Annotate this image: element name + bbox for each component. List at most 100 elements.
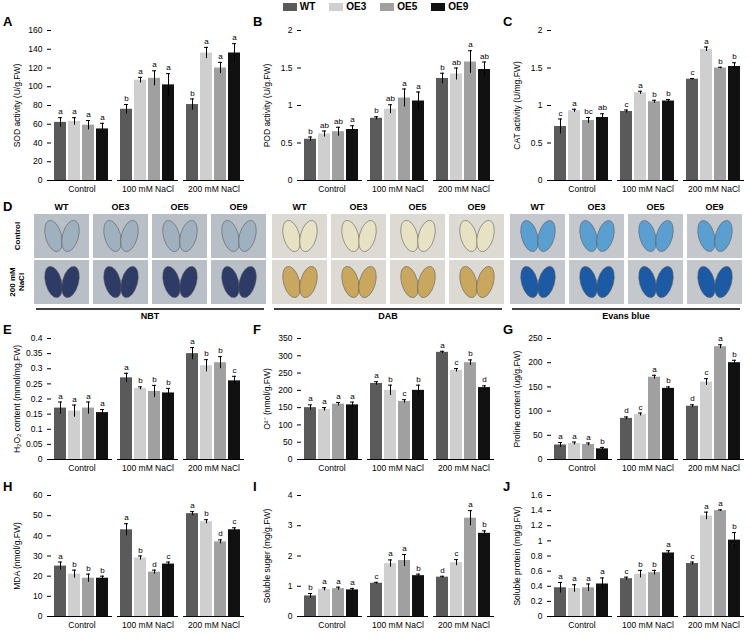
svg-text:200 mM NaCl: 200 mM NaCl — [188, 184, 240, 194]
svg-text:0: 0 — [538, 175, 543, 185]
svg-text:Control: Control — [318, 184, 346, 194]
svg-text:10: 10 — [33, 591, 43, 601]
svg-text:Control: Control — [318, 620, 346, 630]
svg-text:a: a — [558, 432, 563, 441]
svg-text:a: a — [350, 392, 355, 401]
svg-text:OE9: OE9 — [229, 202, 247, 212]
svg-text:0.3: 0.3 — [31, 363, 43, 373]
svg-text:WT: WT — [55, 202, 69, 212]
svg-text:0: 0 — [538, 454, 543, 464]
svg-text:b: b — [204, 349, 209, 358]
svg-text:a: a — [388, 549, 393, 558]
svg-text:MDA (nmol/g.FW): MDA (nmol/g.FW) — [12, 522, 22, 590]
svg-text:1: 1 — [538, 536, 543, 546]
svg-text:OE5: OE5 — [408, 202, 426, 212]
svg-text:a: a — [666, 540, 671, 549]
svg-text:H₂O₂ content (mmol/mg.FW): H₂O₂ content (mmol/mg.FW) — [12, 345, 22, 453]
svg-text:0: 0 — [38, 454, 43, 464]
svg-text:b: b — [308, 583, 313, 592]
svg-text:NBT: NBT — [141, 311, 160, 321]
svg-text:1.5: 1.5 — [531, 63, 543, 73]
svg-text:d: d — [440, 566, 444, 575]
svg-text:a: a — [100, 113, 105, 122]
svg-text:ab: ab — [480, 52, 489, 61]
svg-text:b: b — [666, 89, 671, 98]
svg-text:0.4: 0.4 — [531, 581, 543, 591]
svg-text:OE5: OE5 — [646, 202, 664, 212]
svg-text:b: b — [72, 560, 77, 569]
svg-text:b: b — [190, 88, 195, 97]
svg-text:a: a — [468, 40, 473, 49]
svg-text:a: a — [308, 394, 313, 403]
svg-text:1.4: 1.4 — [531, 505, 543, 515]
svg-text:0.15: 0.15 — [26, 409, 43, 419]
svg-text:0: 0 — [38, 175, 43, 185]
svg-text:OE3: OE3 — [111, 202, 129, 212]
svg-text:3: 3 — [288, 520, 293, 530]
svg-text:150: 150 — [278, 402, 292, 412]
svg-text:100 mM NaCl: 100 mM NaCl — [622, 184, 674, 194]
svg-text:b: b — [468, 349, 473, 358]
svg-text:c: c — [403, 389, 407, 398]
svg-text:a: a — [638, 81, 643, 90]
svg-text:a: a — [416, 82, 421, 91]
svg-text:WT: WT — [293, 202, 307, 212]
svg-text:b: b — [440, 63, 445, 72]
svg-text:c: c — [559, 109, 563, 118]
svg-text:1.2: 1.2 — [531, 520, 543, 530]
svg-text:b: b — [732, 52, 737, 61]
svg-text:OE3: OE3 — [587, 202, 605, 212]
svg-text:0.4: 0.4 — [31, 333, 43, 343]
svg-text:200 mM NaCl: 200 mM NaCl — [438, 620, 490, 630]
svg-text:b: b — [388, 375, 393, 384]
svg-text:O²⁻ (nmol/g.FW): O²⁻ (nmol/g.FW) — [262, 368, 272, 430]
svg-text:50: 50 — [283, 437, 293, 447]
svg-text:0: 0 — [38, 611, 43, 621]
svg-text:POD activity (U/g.FW): POD activity (U/g.FW) — [262, 64, 272, 148]
svg-text:a: a — [586, 574, 591, 583]
svg-text:20: 20 — [33, 571, 43, 581]
svg-text:c: c — [625, 100, 629, 109]
svg-text:0.1: 0.1 — [31, 424, 43, 434]
svg-text:c: c — [691, 68, 695, 77]
svg-text:b: b — [166, 378, 171, 387]
svg-text:b: b — [138, 546, 143, 555]
svg-text:a: a — [440, 341, 445, 350]
svg-text:OE5: OE5 — [170, 202, 188, 212]
svg-text:d: d — [624, 406, 628, 415]
svg-text:a: a — [58, 552, 63, 561]
svg-text:OE9: OE9 — [467, 202, 485, 212]
svg-text:60: 60 — [33, 119, 43, 129]
svg-text:b: b — [308, 127, 313, 136]
svg-text:Evans blue: Evans blue — [602, 311, 650, 321]
svg-text:ab: ab — [452, 58, 461, 67]
svg-text:0.6: 0.6 — [531, 566, 543, 576]
svg-text:Control: Control — [68, 620, 96, 630]
svg-text:a: a — [138, 67, 143, 76]
svg-text:a: a — [152, 60, 157, 69]
svg-text:140: 140 — [28, 44, 42, 54]
svg-text:200 mM NaCl: 200 mM NaCl — [688, 620, 740, 630]
svg-text:a: a — [350, 578, 355, 587]
svg-text:WT: WT — [531, 202, 545, 212]
svg-text:50: 50 — [533, 430, 543, 440]
svg-text:Control: Control — [568, 463, 596, 473]
svg-text:CAT activity (U/mg.FW): CAT activity (U/mg.FW) — [512, 61, 522, 150]
svg-text:c: c — [639, 403, 643, 412]
svg-text:a: a — [100, 399, 105, 408]
svg-text:0.35: 0.35 — [26, 348, 43, 358]
svg-text:a: a — [336, 392, 341, 401]
svg-text:c: c — [455, 358, 459, 367]
svg-text:100: 100 — [528, 406, 542, 416]
svg-text:250: 250 — [278, 368, 292, 378]
svg-text:a: a — [374, 371, 379, 380]
svg-text:b: b — [374, 106, 379, 115]
svg-text:1: 1 — [538, 100, 543, 110]
svg-text:SOD activity (U/g.FW): SOD activity (U/g.FW) — [12, 64, 22, 148]
svg-text:1.6: 1.6 — [531, 490, 543, 500]
svg-text:160: 160 — [28, 25, 42, 35]
svg-text:c: c — [233, 366, 237, 375]
svg-text:120: 120 — [28, 63, 42, 73]
svg-text:b: b — [732, 522, 737, 531]
svg-text:ab: ab — [598, 103, 607, 112]
